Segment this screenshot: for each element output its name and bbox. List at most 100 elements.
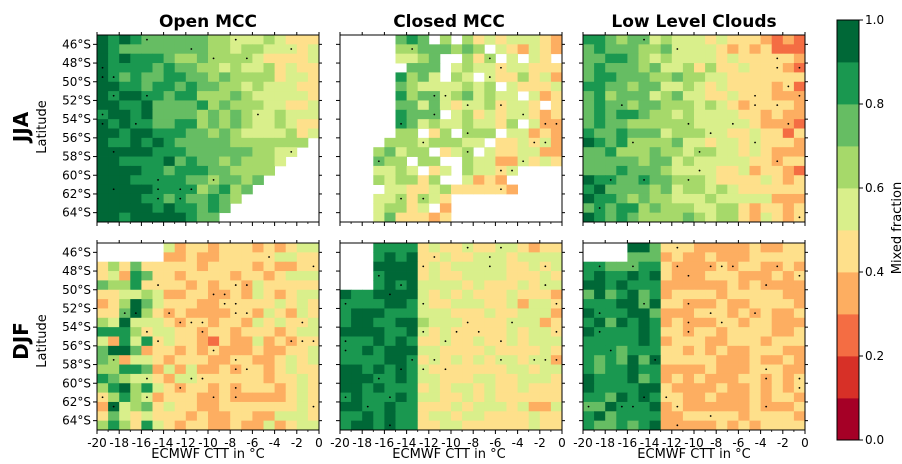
heatmap-cell xyxy=(671,175,684,185)
heatmap-cell xyxy=(627,119,639,129)
significance-dot xyxy=(522,160,525,163)
significance-dot xyxy=(101,122,104,125)
heatmap-cell xyxy=(439,44,452,55)
heatmap-cell xyxy=(108,411,120,422)
heatmap-cell xyxy=(439,411,452,422)
heatmap-cell xyxy=(627,420,639,431)
significance-dot xyxy=(500,358,502,361)
heatmap-cell xyxy=(152,299,164,309)
heatmap-cell xyxy=(517,383,530,393)
heatmap-cell xyxy=(760,100,773,111)
heatmap-cell xyxy=(451,147,463,157)
heatmap-cell xyxy=(241,327,253,337)
heatmap-cell xyxy=(473,392,485,403)
heatmap-cell xyxy=(473,355,485,365)
heatmap-cell xyxy=(230,100,242,111)
heatmap-cell xyxy=(417,203,430,214)
heatmap-cell xyxy=(119,280,131,291)
heatmap-cell xyxy=(749,271,761,281)
heatmap-cell xyxy=(285,109,298,120)
heatmap-cell xyxy=(517,336,530,347)
heatmap-cell xyxy=(384,165,396,176)
x-tick-label: -4 xyxy=(269,436,281,450)
heatmap-cell xyxy=(196,299,209,309)
heatmap-cell xyxy=(439,383,452,393)
heatmap-cell xyxy=(539,364,552,375)
heatmap-cell xyxy=(671,128,684,139)
heatmap-cell xyxy=(616,165,628,176)
heatmap-cell xyxy=(384,308,396,319)
heatmap-cell xyxy=(185,289,198,300)
heatmap-cell xyxy=(428,212,441,223)
heatmap-cell xyxy=(473,299,485,309)
heatmap-cell xyxy=(782,184,795,195)
heatmap-cell xyxy=(716,289,728,300)
significance-dot xyxy=(488,57,491,60)
heatmap-cell xyxy=(771,289,784,300)
heatmap-cell xyxy=(296,299,309,309)
heatmap-cell xyxy=(307,317,320,328)
heatmap-cell xyxy=(185,271,198,281)
heatmap-cell xyxy=(793,53,806,64)
heatmap-cell xyxy=(428,345,441,356)
heatmap-cell xyxy=(373,364,385,375)
heatmap-cell xyxy=(506,63,518,73)
heatmap-cell xyxy=(406,308,419,319)
heatmap-cell xyxy=(241,137,253,148)
heatmap-cell xyxy=(130,392,142,403)
heatmap-cell xyxy=(660,401,673,412)
heatmap-cell xyxy=(627,72,639,83)
heatmap-cell xyxy=(174,72,187,83)
heatmap-cell xyxy=(208,147,220,157)
heatmap-cell xyxy=(196,147,209,157)
significance-dot xyxy=(544,284,547,286)
heatmap-cell xyxy=(119,156,131,167)
heatmap-cell xyxy=(462,271,474,281)
heatmap-cell xyxy=(727,411,739,422)
heatmap-cell xyxy=(517,327,530,337)
heatmap-cell xyxy=(473,345,485,356)
heatmap-cell xyxy=(252,308,264,319)
heatmap-cell xyxy=(760,81,773,92)
heatmap-cell xyxy=(219,392,231,403)
significance-dot xyxy=(620,405,623,408)
heatmap-cell xyxy=(285,364,298,375)
heatmap-cell xyxy=(406,212,419,223)
heatmap-cell xyxy=(649,72,662,83)
significance-dot xyxy=(312,405,315,408)
heatmap-cell xyxy=(594,280,606,291)
heatmap-cell xyxy=(285,100,298,111)
heatmap-cell xyxy=(671,53,684,64)
heatmap-cell xyxy=(771,184,784,195)
heatmap-cell xyxy=(473,261,485,272)
heatmap-cell xyxy=(495,401,507,412)
heatmap-cell xyxy=(528,373,541,384)
heatmap-cell xyxy=(749,156,761,167)
heatmap-cell xyxy=(694,203,706,214)
heatmap-cell xyxy=(771,119,784,129)
heatmap-cell xyxy=(495,299,507,309)
heatmap-cell xyxy=(119,63,131,73)
heatmap-cell xyxy=(241,271,253,281)
heatmap-cell xyxy=(185,345,198,356)
heatmap-cell xyxy=(749,411,761,422)
heatmap-cell xyxy=(484,175,496,185)
heatmap-cell xyxy=(163,109,176,120)
heatmap-cell xyxy=(141,317,153,328)
heatmap-cell xyxy=(428,156,441,167)
heatmap-cell xyxy=(108,364,120,375)
heatmap-cell xyxy=(616,271,628,281)
heatmap-cell xyxy=(550,252,563,263)
significance-dot xyxy=(555,358,558,361)
heatmap-cell xyxy=(406,63,419,73)
heatmap-cell xyxy=(682,336,695,347)
heatmap-cell xyxy=(771,373,784,384)
heatmap-cell xyxy=(462,72,474,83)
heatmap-cell xyxy=(671,299,684,309)
heatmap-cell xyxy=(252,165,264,176)
heatmap-cell xyxy=(649,327,662,337)
heatmap-cell xyxy=(208,271,220,281)
heatmap-cell xyxy=(627,81,639,92)
heatmap-cell xyxy=(163,35,176,45)
heatmap-cell xyxy=(716,156,728,167)
